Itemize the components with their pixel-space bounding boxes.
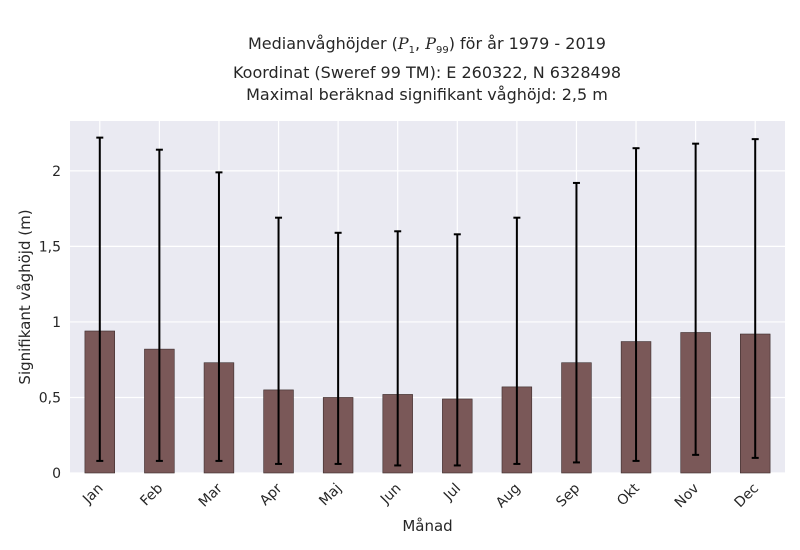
title-p1-subscript: 1 — [408, 45, 416, 57]
y-axis-ticks: 0 0,5 1 1,5 2 — [39, 164, 61, 482]
x-tick-label: Dec — [732, 481, 762, 511]
y-tick-label: 0,5 — [39, 390, 61, 406]
title-p1-symbol: P — [397, 34, 409, 53]
y-tick-label: 2 — [52, 164, 61, 180]
x-tick-label: Apr — [257, 480, 286, 509]
title-separator: , — [415, 34, 426, 53]
plot-area — [70, 121, 785, 473]
y-tick-label: 1 — [52, 315, 61, 331]
title-p99-symbol: P — [425, 34, 436, 53]
y-tick-label: 1,5 — [39, 239, 61, 255]
x-tick-label: Jul — [440, 481, 464, 505]
x-tick-label: Maj — [316, 481, 345, 510]
error-bars — [96, 136, 759, 467]
x-axis-label: Månad — [402, 517, 452, 535]
title-line-2: Koordinat (Sweref 99 TM): E 260322, N 63… — [232, 63, 622, 83]
x-tick-label: Aug — [493, 481, 524, 512]
chart-title: Medianvåghöjder (P1, P99) för år 1979 - … — [27, 33, 800, 106]
x-tick-label: Jan — [79, 481, 106, 508]
x-tick-label: Feb — [137, 480, 166, 509]
x-tick-label: Mar — [196, 480, 226, 510]
title-line-1-prefix: Medianvåghöjder ( — [248, 34, 398, 53]
title-line-1-suffix: ) för år 1979 - 2019 — [448, 34, 606, 53]
y-tick-label: 0 — [52, 466, 61, 482]
x-tick-label: Jun — [377, 481, 404, 508]
x-tick-label: Sep — [553, 480, 583, 510]
x-tick-label: Nov — [672, 481, 703, 512]
x-axis-ticks: Jan Feb Mar Apr Maj Jun Jul Aug Sep Okt Nov Dec — [79, 480, 762, 511]
title-p99-subscript: 99 — [435, 45, 449, 57]
x-tick-label: Okt — [614, 480, 643, 509]
title-line-1: Medianvåghöjder (P1, P99) för år 1979 - … — [27, 33, 800, 62]
y-axis-label: Signifikant våghöjd (m) — [16, 209, 34, 384]
title-line-3: Maximal beräknad signifikant våghöjd: 2,… — [246, 85, 608, 105]
